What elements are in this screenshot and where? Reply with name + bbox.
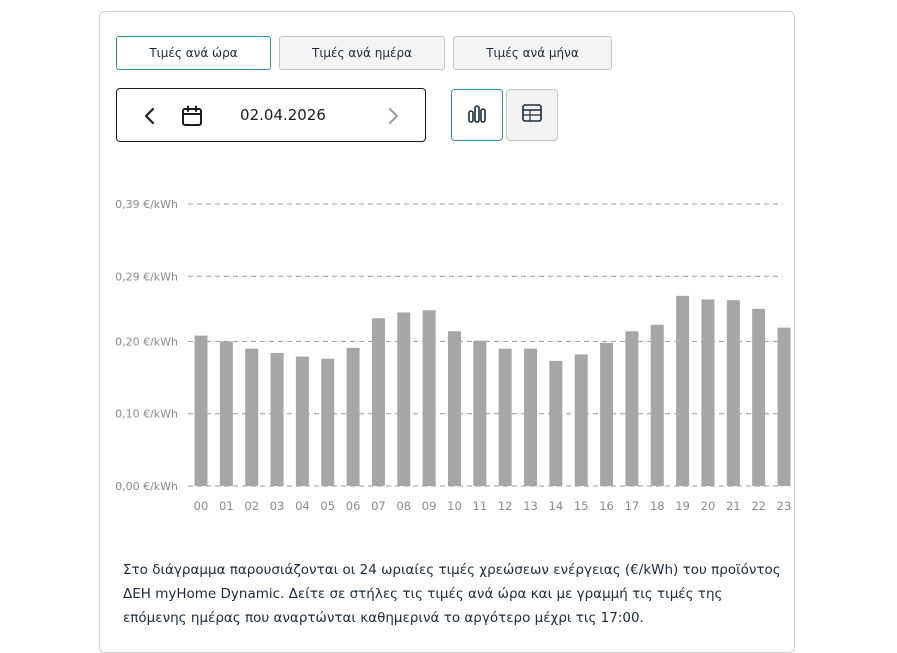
- x-tick-label: 18: [650, 499, 665, 513]
- chevron-right-icon[interactable]: [383, 106, 403, 126]
- x-tick-label: 19: [675, 499, 690, 513]
- bar-hour-03: [270, 352, 284, 486]
- bar-hour-13: [524, 348, 538, 486]
- x-tick-label: 15: [574, 499, 589, 513]
- x-tick-label: 05: [320, 499, 335, 513]
- bar-hour-08: [397, 312, 411, 486]
- bar-hour-02: [245, 348, 259, 486]
- calendar-icon[interactable]: [181, 105, 203, 127]
- x-tick-label: 03: [270, 499, 285, 513]
- x-tick-label: 12: [498, 499, 513, 513]
- chart-description: Στο διάγραμμα παρουσιάζονται οι 24 ωριαί…: [123, 562, 781, 626]
- table-icon: [522, 104, 542, 126]
- bar-hour-14: [549, 360, 563, 486]
- bar-hour-15: [574, 354, 588, 486]
- x-tick-label: 14: [549, 499, 564, 513]
- x-tick-label: 07: [371, 499, 386, 513]
- bar-hour-23: [777, 327, 791, 486]
- chevron-left-icon[interactable]: [140, 106, 160, 126]
- y-tick-label: 0,00 €/kWh: [115, 480, 178, 493]
- y-tick-label: 0,10 €/kWh: [115, 408, 178, 421]
- x-tick-label: 10: [447, 499, 462, 513]
- x-tick-label: 21: [726, 499, 741, 513]
- bar-hour-09: [422, 310, 436, 486]
- bar-hour-19: [676, 295, 690, 486]
- x-tick-label: 23: [777, 499, 792, 513]
- x-tick-label: 04: [295, 499, 310, 513]
- x-tick-label: 20: [701, 499, 716, 513]
- x-tick-label: 22: [751, 499, 766, 513]
- x-tick-label: 17: [625, 499, 640, 513]
- bar-chart-icon: [467, 103, 487, 127]
- x-tick-label: 06: [346, 499, 361, 513]
- tab-monthly-prices[interactable]: Τιμές ανά μήνα: [453, 36, 612, 70]
- bar-hour-01: [219, 341, 233, 486]
- bar-hour-20: [701, 299, 715, 486]
- date-picker: 02.04.2026: [116, 88, 426, 142]
- selected-date[interactable]: 02.04.2026: [240, 106, 326, 124]
- table-view-button[interactable]: [506, 89, 558, 141]
- y-tick-label: 0,39 €/kWh: [115, 198, 178, 211]
- tab-hourly-prices[interactable]: Τιμές ανά ώρα: [116, 36, 271, 70]
- hourly-price-chart: 0,00 €/kWh 0,10 €/kWh 0,20 €/kWh 0,29 €/kWh…: [115, 198, 792, 513]
- bar-hour-17: [625, 331, 639, 486]
- bar-hour-04: [295, 356, 309, 486]
- x-tick-label: 09: [422, 499, 437, 513]
- bar-hour-10: [447, 331, 461, 486]
- bar-hour-11: [473, 340, 487, 486]
- bar-hour-00: [194, 335, 208, 486]
- bar-hour-06: [346, 347, 360, 486]
- bar-hour-12: [498, 348, 512, 486]
- x-tick-label: 16: [599, 499, 614, 513]
- x-tick-label: 00: [194, 499, 209, 513]
- bar-hour-18: [650, 324, 664, 486]
- chart-view-button[interactable]: [451, 89, 503, 141]
- bar-hour-05: [321, 358, 335, 486]
- bar-hour-22: [752, 308, 766, 486]
- bar-hour-16: [600, 342, 614, 486]
- bar-hour-07: [371, 318, 385, 486]
- x-tick-label: 11: [473, 499, 488, 513]
- tab-daily-prices[interactable]: Τιμές ανά ημέρα: [279, 36, 445, 70]
- y-tick-label: 0,29 €/kWh: [115, 270, 178, 283]
- x-tick-label: 13: [523, 499, 538, 513]
- bar-hour-21: [726, 300, 740, 486]
- x-tick-label: 01: [219, 499, 234, 513]
- x-tick-label: 02: [244, 499, 259, 513]
- x-tick-label: 08: [396, 499, 411, 513]
- y-tick-label: 0,20 €/kWh: [115, 335, 178, 348]
